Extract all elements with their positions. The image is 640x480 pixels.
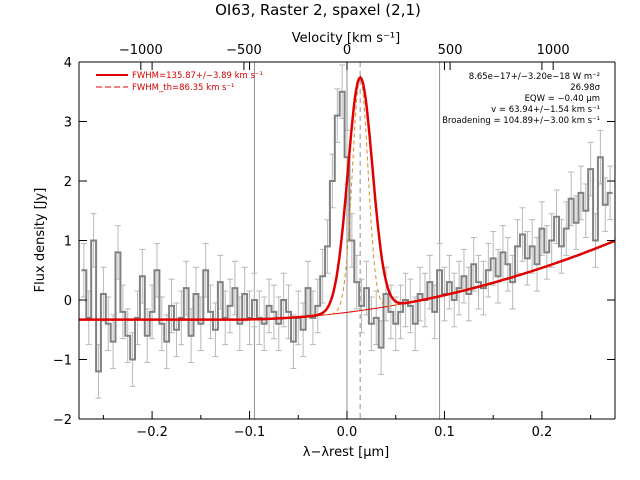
reference-lines xyxy=(253,62,441,419)
x-axis-label: λ−λrest [μm] xyxy=(303,445,389,460)
x-tick-label: −0.2 xyxy=(136,425,168,440)
top-tick-label: −1000 xyxy=(119,43,163,58)
data-step-line xyxy=(81,90,613,373)
annotation-broadening: Broadening = 104.89+/−3.00 km s⁻¹ xyxy=(442,116,600,126)
legend-label-fit: FWHM=135.87+/−3.89 km s⁻¹ xyxy=(132,71,263,81)
y-tick-label: 0 xyxy=(64,294,72,309)
top-tick-label: 0 xyxy=(343,43,351,58)
fit-series xyxy=(79,75,616,321)
data-series xyxy=(81,90,613,373)
y-tick-label: 3 xyxy=(64,116,72,131)
x-tick-label: 0.2 xyxy=(532,425,553,440)
y-tick-label: −1 xyxy=(53,354,72,369)
gaussian-fit-line xyxy=(79,75,616,321)
x-tick-label: −0.1 xyxy=(234,425,266,440)
annotation-eqw: EQW = −0.40 μm xyxy=(525,94,600,104)
y-tick-label: −2 xyxy=(53,413,72,428)
annotation-flux: 8.65e−17+/−3.20e−18 W m⁻² xyxy=(469,72,600,82)
y-tick-label: 4 xyxy=(64,56,72,71)
y-tick-label: 1 xyxy=(64,235,72,250)
y-axis-label: Flux density [Jy] xyxy=(33,188,48,293)
axis-ticks: −0.2 −0.1 0.0 0.1 0.2 −2 −1 0 1 2 3 4 −1000 −500 0 500 1… xyxy=(53,43,615,440)
annotation-snr: 26.98σ xyxy=(570,83,600,93)
top-tick-label: 500 xyxy=(438,43,463,58)
top-tick-label: −500 xyxy=(226,43,262,58)
top-tick-label: 1000 xyxy=(537,43,570,58)
annotation-velocity: v = 63.94+/−1.54 km s⁻¹ xyxy=(491,105,600,115)
fit-annotations: 8.65e−17+/−3.20e−18 W m⁻² 26.98σ EQW = −… xyxy=(442,72,601,126)
x-tick-label: 0.1 xyxy=(434,425,455,440)
x-tick-label: 0.0 xyxy=(337,425,358,440)
legend-label-thermal: FWHM_th=86.35 km s⁻¹ xyxy=(132,83,234,93)
chart-title: OI63, Raster 2, spaxel (2,1) xyxy=(215,1,421,19)
y-tick-label: 2 xyxy=(64,175,72,190)
top-axis-label: Velocity [km s⁻¹] xyxy=(292,31,400,46)
legend: FWHM=135.87+/−3.89 km s⁻¹ FWHM_th=86.35 … xyxy=(96,71,263,93)
